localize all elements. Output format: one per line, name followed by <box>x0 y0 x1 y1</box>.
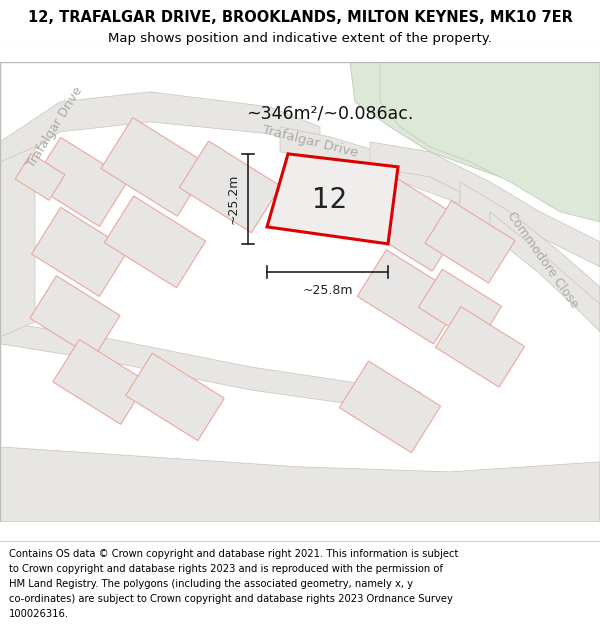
Polygon shape <box>32 138 128 226</box>
Polygon shape <box>32 208 128 296</box>
Polygon shape <box>460 182 600 322</box>
Polygon shape <box>356 173 464 271</box>
Polygon shape <box>0 447 600 522</box>
Polygon shape <box>30 276 120 358</box>
Polygon shape <box>357 250 463 344</box>
Text: ~346m²/~0.086ac.: ~346m²/~0.086ac. <box>247 105 413 123</box>
Polygon shape <box>350 62 600 192</box>
Polygon shape <box>179 141 281 232</box>
Polygon shape <box>15 154 65 200</box>
Polygon shape <box>436 307 524 387</box>
Text: ~25.8m: ~25.8m <box>302 284 353 297</box>
Polygon shape <box>340 361 440 452</box>
Polygon shape <box>380 62 600 222</box>
Text: Trafalgar Drive: Trafalgar Drive <box>261 124 359 160</box>
Polygon shape <box>0 92 320 172</box>
Polygon shape <box>370 142 600 267</box>
Polygon shape <box>126 353 224 441</box>
Text: Commodore Close: Commodore Close <box>505 209 581 311</box>
Text: Contains OS data © Crown copyright and database right 2021. This information is : Contains OS data © Crown copyright and d… <box>9 549 458 559</box>
Text: 12, TRAFALGAR DRIVE, BROOKLANDS, MILTON KEYNES, MK10 7ER: 12, TRAFALGAR DRIVE, BROOKLANDS, MILTON … <box>28 10 572 25</box>
Text: 12: 12 <box>313 186 347 214</box>
Polygon shape <box>104 196 206 288</box>
Polygon shape <box>101 118 209 216</box>
Text: to Crown copyright and database rights 2023 and is reproduced with the permissio: to Crown copyright and database rights 2… <box>9 564 443 574</box>
Polygon shape <box>425 201 515 283</box>
Text: HM Land Registry. The polygons (including the associated geometry, namely x, y: HM Land Registry. The polygons (includin… <box>9 579 413 589</box>
Polygon shape <box>280 127 460 204</box>
Polygon shape <box>490 212 600 332</box>
Polygon shape <box>0 322 420 414</box>
Text: Trafalgar Drive: Trafalgar Drive <box>25 84 85 169</box>
Polygon shape <box>267 154 398 244</box>
Polygon shape <box>418 269 502 344</box>
Text: ~25.2m: ~25.2m <box>227 174 240 224</box>
Text: co-ordinates) are subject to Crown copyright and database rights 2023 Ordnance S: co-ordinates) are subject to Crown copyr… <box>9 594 453 604</box>
Polygon shape <box>0 147 35 337</box>
Text: 100026316.: 100026316. <box>9 609 69 619</box>
Text: Map shows position and indicative extent of the property.: Map shows position and indicative extent… <box>108 32 492 46</box>
Polygon shape <box>53 339 147 424</box>
